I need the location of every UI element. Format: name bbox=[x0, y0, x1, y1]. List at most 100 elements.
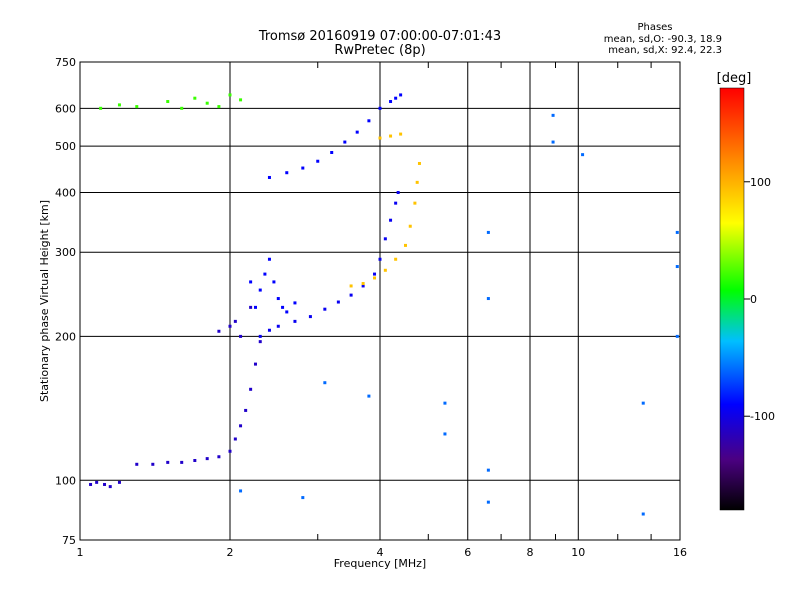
y-tick-label: 500 bbox=[55, 140, 76, 153]
data-point bbox=[180, 460, 184, 464]
colorbar bbox=[719, 87, 745, 511]
y-tick-label: 300 bbox=[55, 246, 76, 259]
data-point bbox=[285, 310, 289, 314]
colorbar-label: [deg] bbox=[717, 71, 752, 86]
data-point bbox=[253, 305, 257, 309]
y-tick-label: 100 bbox=[55, 474, 76, 487]
data-point bbox=[396, 190, 400, 194]
data-point bbox=[308, 315, 312, 319]
data-point bbox=[108, 485, 112, 489]
phase-box-o: mean, sd,O: -90.3, 18.9 bbox=[604, 34, 722, 45]
data-point bbox=[99, 106, 103, 110]
data-point bbox=[301, 166, 305, 170]
data-point bbox=[267, 328, 271, 332]
data-point bbox=[135, 105, 139, 109]
data-point bbox=[135, 462, 139, 466]
data-point bbox=[394, 257, 398, 261]
y-axis: 75 100 200 300 400 500 600 750 bbox=[55, 56, 76, 547]
data-point bbox=[413, 201, 417, 205]
data-point bbox=[399, 132, 403, 136]
data-point bbox=[486, 230, 490, 234]
data-point bbox=[285, 171, 289, 175]
data-point bbox=[323, 381, 327, 385]
data-point bbox=[551, 113, 555, 117]
data-point bbox=[258, 340, 262, 344]
data-point bbox=[378, 106, 382, 110]
data-point bbox=[383, 268, 387, 272]
x-tick-label: 10 bbox=[571, 546, 585, 559]
data-point bbox=[336, 300, 340, 304]
data-point bbox=[258, 334, 262, 338]
data-point bbox=[389, 100, 393, 104]
x-tick-label: 8 bbox=[527, 546, 534, 559]
data-point bbox=[373, 276, 377, 280]
data-points bbox=[89, 93, 679, 516]
phase-box-title: Phases bbox=[637, 22, 672, 33]
data-point bbox=[378, 257, 382, 261]
data-point bbox=[675, 334, 679, 338]
y-tick-label: 75 bbox=[62, 534, 76, 547]
data-point bbox=[117, 103, 121, 107]
data-point bbox=[361, 284, 365, 288]
data-point bbox=[180, 106, 184, 110]
data-point bbox=[95, 480, 99, 484]
data-point bbox=[258, 288, 262, 292]
data-point bbox=[415, 180, 419, 184]
data-point bbox=[361, 282, 365, 286]
data-point bbox=[641, 401, 645, 405]
data-point bbox=[389, 134, 393, 138]
data-point bbox=[316, 159, 320, 163]
data-point bbox=[253, 362, 257, 366]
phase-box-x: mean, sd,X: 92.4, 22.3 bbox=[608, 45, 722, 56]
data-point bbox=[378, 136, 382, 140]
data-point bbox=[217, 455, 221, 459]
data-point bbox=[267, 175, 271, 179]
data-point bbox=[217, 105, 221, 109]
data-point bbox=[581, 153, 585, 157]
data-point bbox=[323, 307, 327, 311]
y-tick-label: 600 bbox=[55, 102, 76, 115]
data-point bbox=[417, 161, 421, 165]
x-tick-label: 2 bbox=[227, 546, 234, 559]
data-point bbox=[486, 297, 490, 301]
chart-subtitle: RwPretec (8p) bbox=[334, 43, 425, 58]
data-point bbox=[228, 93, 232, 97]
data-point bbox=[486, 468, 490, 472]
data-point bbox=[443, 401, 447, 405]
data-point bbox=[399, 93, 403, 97]
data-point bbox=[151, 462, 155, 466]
data-point bbox=[239, 98, 243, 102]
data-point bbox=[272, 280, 276, 284]
data-point bbox=[293, 319, 297, 323]
data-point bbox=[267, 257, 271, 261]
data-point bbox=[403, 243, 407, 247]
data-point bbox=[205, 457, 209, 461]
y-tick-label: 750 bbox=[55, 56, 76, 69]
data-point bbox=[239, 489, 243, 493]
plot-grid bbox=[80, 62, 680, 540]
data-point bbox=[394, 96, 398, 100]
data-point bbox=[675, 230, 679, 234]
data-point bbox=[349, 293, 353, 297]
data-point bbox=[249, 280, 253, 284]
data-point bbox=[249, 305, 253, 309]
data-point bbox=[276, 324, 280, 328]
data-point bbox=[641, 512, 645, 516]
data-point bbox=[228, 324, 232, 328]
data-point bbox=[117, 480, 121, 484]
data-point bbox=[233, 437, 237, 441]
data-point bbox=[166, 460, 170, 464]
data-point bbox=[443, 432, 447, 436]
data-point bbox=[193, 96, 197, 100]
data-point bbox=[293, 301, 297, 305]
data-point bbox=[373, 272, 377, 276]
data-point bbox=[249, 387, 253, 391]
x-tick-label: 4 bbox=[377, 546, 384, 559]
data-point bbox=[205, 101, 209, 105]
x-axis: 1 2 4 6 8 10 16 bbox=[77, 62, 687, 559]
data-point bbox=[228, 449, 232, 453]
data-point bbox=[103, 482, 107, 486]
x-tick-label: 6 bbox=[464, 546, 471, 559]
data-point bbox=[330, 150, 334, 154]
data-point bbox=[675, 265, 679, 269]
